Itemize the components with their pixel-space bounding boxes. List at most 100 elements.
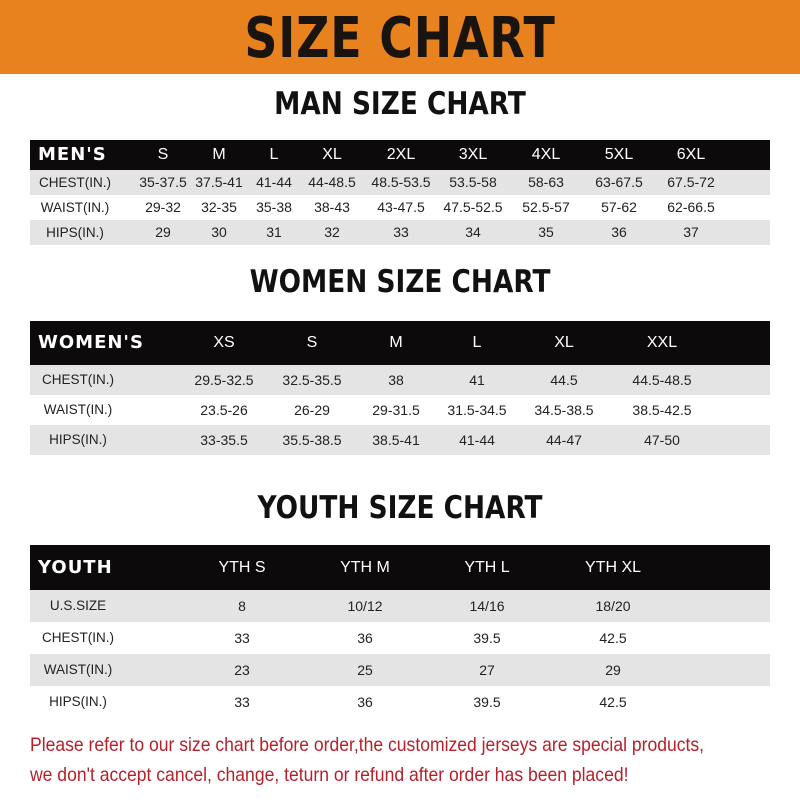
table-cell: 38.5-42.5 xyxy=(632,402,692,418)
column-header: L xyxy=(269,146,279,163)
women-header-row: WOMEN'S XS S M L XL XXL xyxy=(30,321,770,365)
table-cell: 58-63 xyxy=(528,174,564,190)
row-label: WAIST(IN.) xyxy=(43,662,113,677)
row-label: HIPS(IN.) xyxy=(46,225,104,240)
column-header: 6XL xyxy=(676,146,706,163)
table-cell: 29.5-32.5 xyxy=(194,372,254,388)
table-cell: 48.5-53.5 xyxy=(371,174,431,190)
table-row: WAIST(IN.) 23.5-26 26-29 29-31.5 31.5-34.5 34… xyxy=(30,395,770,425)
table-cell: 36 xyxy=(357,630,373,646)
table-cell: 26-29 xyxy=(294,402,330,418)
table-cell: 14/16 xyxy=(469,598,505,614)
table-cell: 67.5-72 xyxy=(667,174,715,190)
table-cell: 41-44 xyxy=(459,432,495,448)
table-row: U.S.SIZE 8 10/12 14/16 18/20 xyxy=(30,590,770,622)
men-header-row: MEN'S S M L XL 2XL 3XL 4XL 5XL 6XL xyxy=(30,140,770,170)
footer-notice-line-1: Please refer to our size chart before or… xyxy=(30,734,705,756)
table-category-label: WOMEN'S xyxy=(38,332,144,353)
table-cell: 23 xyxy=(234,662,250,678)
column-header: YTH M xyxy=(340,559,390,576)
table-cell: 31.5-34.5 xyxy=(447,402,507,418)
row-label: WAIST(IN.) xyxy=(43,402,113,417)
table-row: WAIST(IN.) 29-32 32-35 35-38 38-43 43-47.5 47.… xyxy=(30,195,770,220)
table-cell: 41-44 xyxy=(256,174,292,190)
table-cell: 10/12 xyxy=(347,598,383,614)
table-cell: 32.5-35.5 xyxy=(282,372,342,388)
table-cell: 43-47.5 xyxy=(377,199,425,215)
table-cell: 39.5 xyxy=(473,630,501,646)
table-row: CHEST(IN.) 35-37.5 37.5-41 41-44 44-48.5 48.5… xyxy=(30,170,770,195)
column-header: M xyxy=(389,334,403,351)
table-cell: 38-43 xyxy=(314,199,350,215)
table-cell: 29-31.5 xyxy=(372,402,420,418)
row-label: HIPS(IN.) xyxy=(49,432,107,447)
table-row: CHEST(IN.) 29.5-32.5 32.5-35.5 38 41 44.5 44.5… xyxy=(30,365,770,395)
table-cell: 42.5 xyxy=(599,694,627,710)
column-header: 5XL xyxy=(604,146,634,163)
table-cell: 38 xyxy=(388,372,404,388)
table-cell: 33-35.5 xyxy=(200,432,248,448)
column-header: YTH S xyxy=(218,559,266,576)
column-header: XXL xyxy=(646,334,678,351)
table-cell: 38.5-41 xyxy=(372,432,420,448)
table-row: WAIST(IN.) 23 25 27 29 xyxy=(30,654,770,686)
table-cell: 37.5-41 xyxy=(195,174,243,190)
column-header: XL xyxy=(554,334,574,351)
table-cell: 32-35 xyxy=(201,199,237,215)
table-row: HIPS(IN.) 33-35.5 35.5-38.5 38.5-41 41-44 44-… xyxy=(30,425,770,455)
table-cell: 35.5-38.5 xyxy=(282,432,342,448)
table-cell: 35-38 xyxy=(256,199,292,215)
women-size-table: WOMEN'S XS S M L XL XXL CHEST(IN.) 29.5-32.5 32.5… xyxy=(30,321,770,455)
table-cell: 35-37.5 xyxy=(139,174,187,190)
row-label: HIPS(IN.) xyxy=(49,694,107,709)
table-cell: 27 xyxy=(479,662,495,678)
men-size-table: MEN'S S M L XL 2XL 3XL 4XL 5XL 6XL CHEST(IN.) 35-37… xyxy=(30,140,770,245)
table-category-label: YOUTH xyxy=(38,557,113,578)
table-cell: 33 xyxy=(234,630,250,646)
row-label: CHEST(IN.) xyxy=(42,372,114,387)
column-header: YTH L xyxy=(464,559,510,576)
table-cell: 25 xyxy=(357,662,373,678)
header-banner: SIZE CHART xyxy=(0,0,800,74)
table-cell: 37 xyxy=(683,224,699,240)
table-cell: 44-47 xyxy=(546,432,582,448)
table-cell: 29 xyxy=(605,662,621,678)
table-row: CHEST(IN.) 33 36 39.5 42.5 xyxy=(30,622,770,654)
table-cell: 29-32 xyxy=(145,199,181,215)
table-row: HIPS(IN.) 29 30 31 32 33 34 35 36 37 xyxy=(30,220,770,245)
table-cell: 33 xyxy=(393,224,409,240)
table-cell: 44.5 xyxy=(550,372,578,388)
column-header: XL xyxy=(322,146,342,163)
column-header: M xyxy=(212,146,226,163)
table-cell: 44-48.5 xyxy=(308,174,356,190)
table-category-label: MEN'S xyxy=(38,144,107,165)
column-header: 4XL xyxy=(531,146,561,163)
table-cell: 30 xyxy=(211,224,227,240)
table-cell: 35 xyxy=(538,224,554,240)
table-cell: 34.5-38.5 xyxy=(534,402,594,418)
table-cell: 63-67.5 xyxy=(595,174,643,190)
table-cell: 44.5-48.5 xyxy=(632,372,692,388)
column-header: S xyxy=(306,334,318,351)
table-cell: 23.5-26 xyxy=(200,402,248,418)
table-cell: 57-62 xyxy=(601,199,637,215)
table-cell: 8 xyxy=(238,598,246,614)
table-cell: 33 xyxy=(234,694,250,710)
table-cell: 39.5 xyxy=(473,694,501,710)
row-label: U.S.SIZE xyxy=(49,598,107,613)
row-label: CHEST(IN.) xyxy=(39,175,111,190)
footer-notice-line-2: we don't accept cancel, change, teturn o… xyxy=(30,764,629,786)
column-header: 2XL xyxy=(386,146,416,163)
table-cell: 34 xyxy=(465,224,481,240)
table-cell: 47-50 xyxy=(644,432,680,448)
page-title: SIZE CHART xyxy=(244,6,556,71)
table-cell: 52.5-57 xyxy=(522,199,570,215)
row-label: CHEST(IN.) xyxy=(42,630,114,645)
column-header: L xyxy=(472,334,482,351)
table-cell: 62-66.5 xyxy=(667,199,715,215)
table-cell: 36 xyxy=(357,694,373,710)
table-cell: 32 xyxy=(324,224,340,240)
youth-section-title: YOUTH SIZE CHART xyxy=(257,490,543,526)
table-row: HIPS(IN.) 33 36 39.5 42.5 xyxy=(30,686,770,718)
men-section-title: MAN SIZE CHART xyxy=(274,86,526,122)
